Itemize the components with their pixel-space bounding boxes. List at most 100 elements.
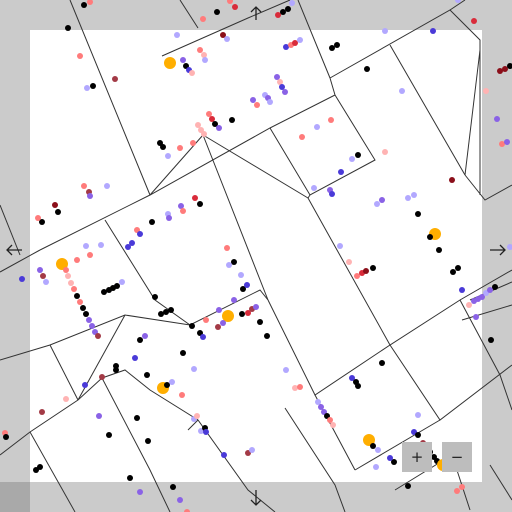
map-point[interactable]: [466, 302, 472, 308]
map-point[interactable]: [329, 45, 335, 51]
map-point[interactable]: [349, 156, 355, 162]
map-point[interactable]: [459, 484, 465, 490]
map-point[interactable]: [37, 464, 43, 470]
map-point[interactable]: [39, 219, 45, 225]
pan-down-button[interactable]: [246, 488, 266, 508]
highlight-marker[interactable]: [222, 310, 234, 322]
map-point[interactable]: [328, 117, 334, 123]
map-point[interactable]: [129, 240, 135, 246]
map-point[interactable]: [166, 215, 172, 221]
map-point[interactable]: [355, 152, 361, 158]
map-point[interactable]: [338, 169, 344, 175]
map-point[interactable]: [63, 396, 69, 402]
map-point[interactable]: [201, 52, 207, 58]
map-point[interactable]: [253, 304, 259, 310]
map-point[interactable]: [52, 202, 58, 208]
map-point[interactable]: [180, 350, 186, 356]
map-point[interactable]: [226, 262, 232, 268]
map-point[interactable]: [39, 409, 45, 415]
map-point[interactable]: [174, 32, 180, 38]
map-point[interactable]: [283, 44, 289, 50]
map-point[interactable]: [200, 16, 206, 22]
map-point[interactable]: [184, 509, 190, 512]
map-point[interactable]: [224, 36, 230, 42]
map-point[interactable]: [488, 337, 494, 343]
map-point[interactable]: [95, 333, 101, 339]
map-point[interactable]: [177, 145, 183, 151]
map-point[interactable]: [318, 404, 324, 410]
map-point[interactable]: [180, 208, 186, 214]
map-point[interactable]: [231, 259, 237, 265]
map-point[interactable]: [459, 287, 465, 293]
map-point[interactable]: [405, 195, 411, 201]
map-point[interactable]: [240, 286, 246, 292]
map-point[interactable]: [65, 25, 71, 31]
map-point[interactable]: [264, 333, 270, 339]
map-point[interactable]: [164, 382, 170, 388]
map-point[interactable]: [168, 307, 174, 313]
map-point[interactable]: [119, 279, 125, 285]
map-point[interactable]: [455, 265, 461, 271]
map-point[interactable]: [220, 32, 226, 38]
map-point[interactable]: [257, 319, 263, 325]
map-point[interactable]: [192, 195, 198, 201]
map-point[interactable]: [71, 286, 77, 292]
map-point[interactable]: [346, 259, 352, 265]
map-point[interactable]: [327, 417, 333, 423]
map-point[interactable]: [158, 311, 164, 317]
map-point[interactable]: [349, 375, 355, 381]
map-point[interactable]: [274, 74, 280, 80]
map-point[interactable]: [165, 153, 171, 159]
map-point[interactable]: [473, 314, 479, 320]
map-point[interactable]: [137, 489, 143, 495]
map-point[interactable]: [249, 447, 255, 453]
map-point[interactable]: [68, 280, 74, 286]
map-point[interactable]: [415, 412, 421, 418]
map-point[interactable]: [127, 475, 133, 481]
map-point[interactable]: [220, 320, 226, 326]
map-point[interactable]: [137, 337, 143, 343]
map-point[interactable]: [180, 57, 186, 63]
map-point[interactable]: [382, 149, 388, 155]
map-point[interactable]: [77, 299, 83, 305]
map-point[interactable]: [144, 372, 150, 378]
map-point[interactable]: [201, 131, 207, 137]
map-point[interactable]: [238, 272, 244, 278]
map-point[interactable]: [497, 68, 503, 74]
map-point[interactable]: [137, 231, 143, 237]
map-point[interactable]: [499, 141, 505, 147]
map-point[interactable]: [450, 269, 456, 275]
map-point[interactable]: [77, 53, 83, 59]
map-point[interactable]: [399, 88, 405, 94]
map-point[interactable]: [231, 297, 237, 303]
map-point[interactable]: [479, 294, 485, 300]
map-point[interactable]: [112, 76, 118, 82]
map-point[interactable]: [84, 85, 90, 91]
map-point[interactable]: [449, 177, 455, 183]
map-point[interactable]: [96, 413, 102, 419]
map-point[interactable]: [203, 317, 209, 323]
map-point[interactable]: [87, 193, 93, 199]
map-point[interactable]: [43, 279, 49, 285]
map-point[interactable]: [277, 79, 283, 85]
map-point[interactable]: [354, 273, 360, 279]
map-point[interactable]: [224, 245, 230, 251]
map-point[interactable]: [212, 121, 218, 127]
map-point[interactable]: [177, 497, 183, 503]
map-point[interactable]: [387, 455, 393, 461]
map-point[interactable]: [87, 252, 93, 258]
map-point[interactable]: [134, 415, 140, 421]
map-point[interactable]: [334, 42, 340, 48]
map-point[interactable]: [197, 47, 203, 53]
map-point[interactable]: [125, 244, 131, 250]
map-point[interactable]: [282, 89, 288, 95]
map-point[interactable]: [297, 384, 303, 390]
map-point[interactable]: [221, 452, 227, 458]
map-point[interactable]: [391, 459, 397, 465]
map-point[interactable]: [37, 267, 43, 273]
map-point[interactable]: [254, 102, 260, 108]
map-point[interactable]: [275, 12, 281, 18]
map-point[interactable]: [206, 111, 212, 117]
map-point[interactable]: [214, 9, 220, 15]
